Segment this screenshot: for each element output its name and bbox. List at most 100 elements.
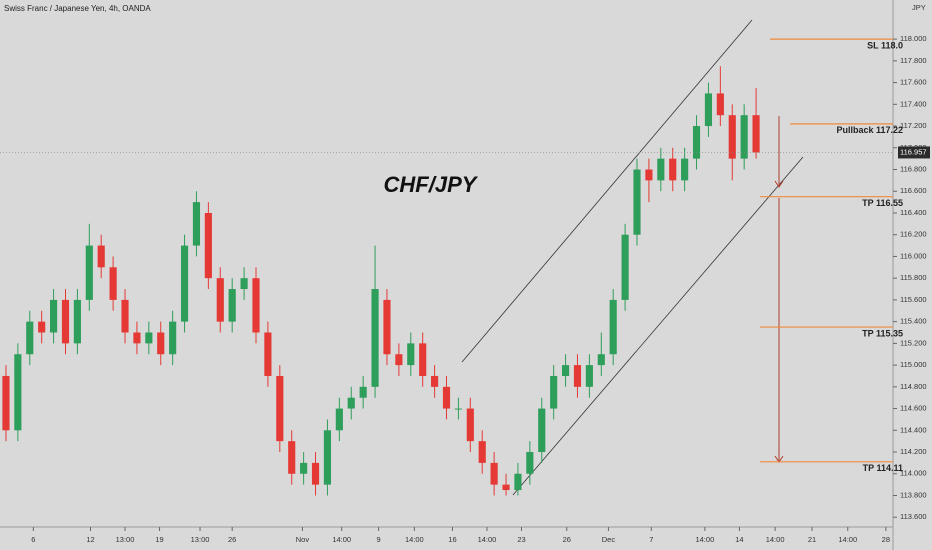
candle-body: [276, 375, 284, 442]
channel-lower: [512, 156, 804, 496]
candle-body: [550, 375, 558, 409]
candle-body: [490, 462, 498, 485]
channel-upper: [461, 19, 753, 363]
candle-body: [121, 299, 129, 333]
y-tick-label: 117.800: [900, 56, 927, 65]
y-tick-label: 117.600: [900, 78, 927, 87]
x-tick-label: 14:00: [695, 535, 714, 544]
candle-body: [395, 354, 403, 366]
x-tick-label: 14:00: [478, 535, 497, 544]
candle-body: [752, 115, 760, 153]
arrow-head: [774, 180, 784, 188]
candle-body: [61, 299, 70, 344]
candle-body: [704, 93, 713, 127]
candle-body: [585, 365, 593, 387]
x-tick-label: 26: [228, 535, 236, 544]
candle-body: [252, 278, 260, 333]
candle-body: [502, 484, 510, 491]
x-tick-label: 13:00: [191, 535, 210, 544]
candle-body: [288, 441, 296, 474]
y-tick-label: 118.000: [900, 34, 927, 43]
candle-body: [526, 452, 534, 474]
x-tick-label: 14:00: [838, 535, 857, 544]
annotation: CHF/JPY: [384, 172, 479, 197]
candle-body: [26, 321, 34, 355]
candle-body: [335, 408, 343, 431]
candle-body: [323, 430, 332, 485]
y-tick-label: 117.400: [900, 99, 927, 108]
candle-body: [431, 375, 439, 387]
candle-body: [419, 343, 427, 376]
y-tick-label: 114.000: [900, 469, 927, 478]
candle-body: [716, 93, 724, 116]
y-tick-label: 116.400: [900, 208, 927, 217]
y-tick-label: 117.200: [900, 121, 927, 130]
candle-body: [645, 169, 653, 181]
candle-body: [169, 321, 177, 355]
last-price-box: [898, 146, 930, 159]
y-tick-label: 113.800: [900, 490, 927, 499]
candle-body: [681, 158, 689, 181]
candle-body: [240, 278, 248, 290]
last-price-label: 116.957: [900, 147, 927, 156]
candle-body: [669, 158, 677, 181]
candle-body: [383, 299, 391, 355]
x-tick-label: 19: [155, 535, 163, 544]
candle-body: [85, 245, 93, 300]
x-tick-label: 7: [649, 535, 653, 544]
y-tick-label: 116.800: [900, 164, 927, 173]
y-tick-label: 115.600: [900, 295, 927, 304]
candle-body: [478, 441, 486, 463]
candle-body: [597, 354, 605, 366]
y-tick-label: 115.200: [900, 338, 927, 347]
y-tick-label: 114.600: [900, 404, 927, 413]
candle-body: [359, 386, 367, 398]
y-tick-label: 113.600: [900, 512, 927, 521]
candle-body: [442, 386, 451, 409]
candle-body: [73, 299, 81, 344]
candle-body: [347, 397, 355, 409]
candle-body: [14, 354, 22, 431]
candle-body: [264, 332, 272, 376]
currency-label: JPY: [912, 3, 926, 12]
candle-body: [514, 473, 522, 491]
y-tick-label: 116.600: [900, 186, 927, 195]
candle-body: [621, 234, 629, 300]
y-tick-label: 114.800: [900, 382, 927, 391]
candle-body: [466, 408, 474, 442]
candle-body: [109, 267, 117, 300]
candle-body: [38, 321, 46, 333]
candle-body: [157, 332, 165, 355]
candle-body: [300, 462, 308, 474]
candle-body: [633, 169, 641, 235]
x-tick-label: 26: [563, 535, 571, 544]
x-tick-label: 14:00: [332, 535, 351, 544]
candle-body: [2, 375, 10, 431]
x-tick-label: 23: [517, 535, 525, 544]
candle-body: [371, 289, 379, 387]
y-tick-label: 115.800: [900, 273, 927, 282]
y-tick-label: 114.400: [900, 425, 927, 434]
level-label: TP 116.55: [862, 198, 903, 208]
candle-body: [538, 408, 546, 453]
candle-body: [657, 158, 665, 181]
candle-body: [97, 245, 105, 268]
x-tick-label: 6: [31, 535, 35, 544]
x-tick-label: Dec: [602, 535, 616, 544]
candle-body: [180, 245, 189, 322]
candle-body: [50, 299, 58, 333]
x-tick-label: 21: [808, 535, 816, 544]
x-tick-label: 14:00: [405, 535, 424, 544]
target-arrows: [774, 116, 784, 463]
candle-body: [204, 212, 212, 279]
candle-body: [573, 365, 582, 387]
candle-body: [311, 462, 320, 485]
x-tick-label: 12: [86, 535, 94, 544]
candle-body: [740, 115, 748, 159]
y-tick-label: 114.200: [900, 447, 927, 456]
level-label: SL 118.0: [867, 40, 903, 50]
x-tick-label: 14: [735, 535, 743, 544]
